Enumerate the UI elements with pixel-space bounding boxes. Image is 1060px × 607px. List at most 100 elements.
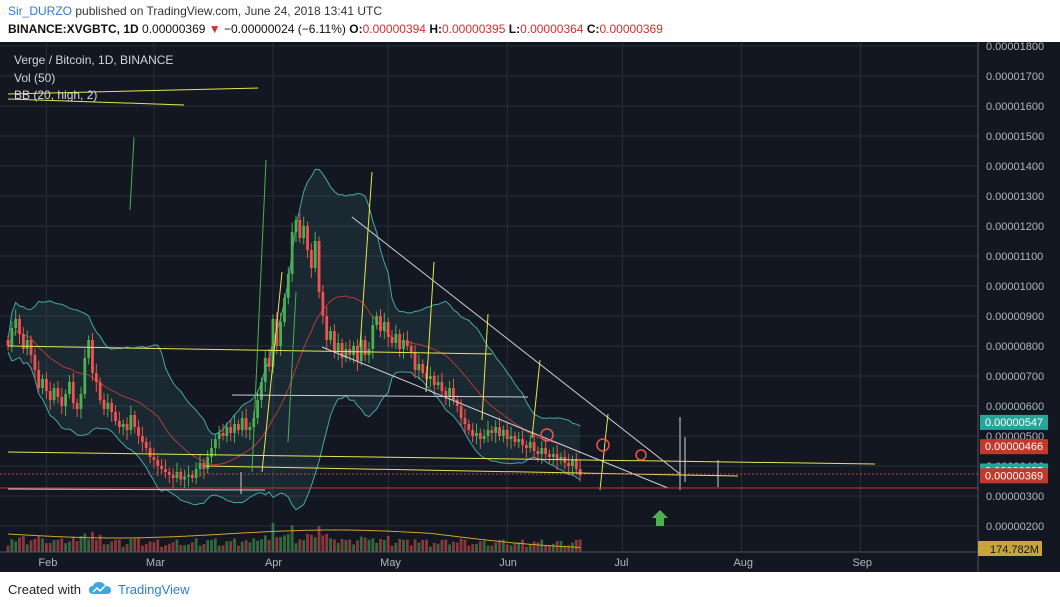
volume-bar bbox=[91, 531, 94, 552]
candle-body bbox=[141, 436, 144, 442]
footer: Created with TradingView bbox=[0, 572, 1060, 607]
volume-bar bbox=[102, 544, 106, 552]
drawn-green-2 bbox=[251, 159, 267, 473]
candle-body bbox=[555, 454, 559, 460]
y-tick-label: 0.00001200 bbox=[986, 221, 1044, 233]
candle-body bbox=[187, 475, 190, 477]
volume-bar bbox=[329, 538, 332, 552]
volume-bar bbox=[498, 539, 501, 552]
volume-bar bbox=[333, 539, 336, 552]
candle-body bbox=[160, 466, 163, 469]
y-tick-label: 0.00001300 bbox=[986, 191, 1044, 203]
volume-bar bbox=[429, 546, 432, 552]
marker-circle-2 bbox=[596, 438, 610, 452]
legend-title: Verge / Bitcoin, 1D, BINANCE bbox=[14, 53, 173, 67]
volume-bar bbox=[41, 538, 44, 552]
volume-bar bbox=[352, 544, 355, 552]
volume-bar bbox=[75, 541, 79, 552]
candle-body bbox=[444, 391, 448, 397]
candle-body bbox=[41, 379, 44, 388]
volume-bar bbox=[452, 541, 455, 552]
candle-body bbox=[548, 454, 551, 457]
volume-bar bbox=[202, 544, 206, 552]
candle-body bbox=[498, 427, 501, 436]
volume-bar bbox=[125, 544, 129, 552]
author-link[interactable]: Sir_DURZO bbox=[8, 4, 73, 18]
trendline-yellow-top bbox=[7, 87, 259, 95]
candle-body bbox=[313, 241, 317, 268]
candle-body bbox=[290, 232, 294, 274]
candle-body bbox=[578, 469, 582, 476]
volume-bar bbox=[233, 538, 236, 552]
volume-bar bbox=[6, 545, 10, 552]
candle-body bbox=[210, 448, 213, 457]
volume-bar bbox=[386, 536, 390, 552]
published-text: published on TradingView.com, June 24, 2… bbox=[72, 4, 382, 18]
volume-bar bbox=[528, 544, 532, 552]
trendline-yellow-top2 bbox=[7, 98, 185, 106]
candle-body bbox=[359, 340, 363, 361]
volume-bar bbox=[148, 541, 152, 552]
candle-body bbox=[117, 421, 121, 427]
price-chart[interactable]: 0.00001800 0.00001700 0.00001600 0.00001500… bbox=[0, 42, 1060, 572]
candle-body bbox=[517, 439, 521, 442]
candle-body bbox=[352, 346, 355, 355]
candle-body bbox=[229, 427, 233, 433]
y-axis-background bbox=[978, 42, 1060, 572]
volume-bar bbox=[478, 541, 482, 552]
tradingview-link[interactable]: TradingView bbox=[118, 582, 190, 597]
candle-body bbox=[102, 400, 106, 409]
candle-body bbox=[448, 388, 451, 397]
volume-bar bbox=[398, 539, 402, 552]
legend-vol: Vol (50) bbox=[14, 71, 55, 85]
tradingview-cloud-icon[interactable] bbox=[88, 580, 112, 598]
volume-bar bbox=[279, 536, 283, 552]
candle-body bbox=[429, 376, 432, 379]
price-change: −0.00000024 (−6.11%) bbox=[224, 22, 346, 36]
volume-bar bbox=[98, 534, 102, 552]
candle-body bbox=[551, 454, 555, 457]
candle-body bbox=[386, 322, 390, 337]
candle-body bbox=[421, 364, 425, 373]
volume-bar bbox=[405, 539, 409, 552]
candle-body bbox=[221, 433, 225, 436]
candle-body bbox=[225, 427, 229, 436]
candle-body bbox=[482, 436, 486, 439]
x-tick-label: Sep bbox=[852, 557, 872, 569]
candle-body bbox=[164, 469, 167, 472]
volume-bar bbox=[133, 538, 137, 552]
volume-bar bbox=[402, 539, 405, 552]
volume-bar bbox=[164, 545, 167, 552]
drawn-yellow-4 bbox=[481, 313, 489, 421]
candle-body bbox=[340, 343, 344, 358]
candle-body bbox=[179, 472, 183, 480]
candle-body bbox=[52, 388, 56, 400]
volume-bar bbox=[513, 542, 517, 552]
candle-body bbox=[133, 415, 137, 427]
candle-body bbox=[129, 415, 133, 430]
candle-body bbox=[244, 418, 248, 430]
volume-bar bbox=[206, 540, 210, 552]
candle-body bbox=[83, 358, 87, 394]
volume-bar bbox=[448, 544, 451, 552]
candle-body bbox=[486, 430, 490, 436]
volume-bar bbox=[221, 545, 225, 552]
price-lines bbox=[0, 473, 978, 489]
trendline-white-wedge-top bbox=[351, 216, 681, 475]
candle-body bbox=[156, 460, 160, 466]
candle-body bbox=[152, 457, 156, 460]
trendline-white-base bbox=[7, 488, 266, 491]
volume-bar bbox=[294, 543, 298, 552]
volume-bar bbox=[25, 544, 29, 552]
volume-bar bbox=[267, 539, 271, 552]
price-label-text: 0.00000466 bbox=[985, 441, 1043, 453]
candle-body bbox=[190, 475, 194, 478]
volume-bar bbox=[394, 542, 398, 552]
candle-body bbox=[544, 448, 547, 454]
trendline-yellow-support bbox=[7, 451, 876, 465]
candle-body bbox=[144, 442, 148, 448]
candle-body bbox=[121, 424, 125, 427]
volume-bar bbox=[317, 526, 321, 552]
candle-body bbox=[398, 334, 402, 349]
candle-body bbox=[509, 436, 513, 439]
